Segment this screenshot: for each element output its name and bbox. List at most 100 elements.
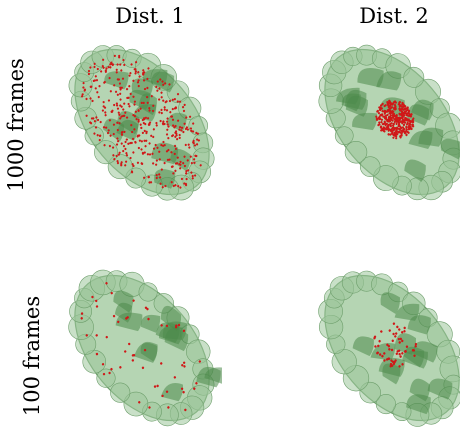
sample-point xyxy=(390,348,394,352)
sample-point xyxy=(108,76,111,80)
sample-point xyxy=(195,382,198,385)
sample-point xyxy=(125,88,129,91)
sample-point xyxy=(170,151,173,154)
sample-point xyxy=(80,317,83,320)
sample-point xyxy=(96,91,99,94)
sample-point xyxy=(185,177,188,181)
sample-point xyxy=(184,408,187,412)
sample-point xyxy=(391,132,394,135)
sample-point xyxy=(389,102,393,105)
sample-point xyxy=(399,131,402,134)
sample-point xyxy=(105,335,108,339)
sample-point xyxy=(393,103,397,107)
ribbon-strand xyxy=(440,138,460,160)
protein-surface-image xyxy=(318,270,460,427)
surface-lobe xyxy=(138,282,158,302)
sample-point xyxy=(128,105,131,108)
sample-point xyxy=(129,156,132,160)
sample-point xyxy=(400,105,403,108)
sample-point xyxy=(140,126,143,130)
sample-point xyxy=(394,335,397,338)
sample-point xyxy=(143,129,146,133)
sample-point xyxy=(133,115,137,118)
sample-point xyxy=(167,125,170,128)
sample-point xyxy=(118,122,121,125)
sample-point xyxy=(155,121,158,125)
sample-point xyxy=(412,117,415,120)
sample-point xyxy=(183,155,186,158)
sample-point xyxy=(122,58,125,62)
sample-point xyxy=(398,365,401,368)
sample-point xyxy=(378,353,382,356)
sample-point xyxy=(387,344,391,348)
sample-point xyxy=(139,107,142,110)
sample-point xyxy=(122,145,126,148)
sample-point xyxy=(380,107,383,110)
sample-point xyxy=(394,132,397,135)
sample-point xyxy=(381,110,384,113)
sample-point xyxy=(191,177,194,180)
sample-point xyxy=(104,111,107,114)
sample-point xyxy=(395,117,398,120)
sample-point xyxy=(127,142,130,145)
sample-point xyxy=(80,312,84,315)
sample-point xyxy=(146,77,149,81)
sample-point xyxy=(401,363,404,366)
sample-point xyxy=(183,365,186,368)
sample-point xyxy=(193,144,197,147)
sample-point xyxy=(87,69,91,73)
sample-point xyxy=(400,129,403,132)
sample-point xyxy=(93,65,96,69)
sample-point xyxy=(175,134,178,137)
sample-point xyxy=(167,406,170,409)
sample-point xyxy=(111,63,114,67)
ribbon-strand xyxy=(427,378,453,400)
sample-point xyxy=(134,110,137,113)
sample-point xyxy=(89,97,92,100)
sample-point xyxy=(178,136,181,139)
sample-point xyxy=(190,161,193,165)
sample-point xyxy=(376,110,379,113)
sample-point xyxy=(166,117,169,120)
sample-point xyxy=(380,330,383,333)
sample-point xyxy=(401,107,404,110)
sample-point xyxy=(398,352,401,356)
sample-point xyxy=(115,102,118,105)
sample-point xyxy=(185,170,188,173)
sample-point xyxy=(138,134,141,137)
sample-point xyxy=(173,376,177,379)
sample-point xyxy=(383,121,386,124)
sample-point xyxy=(152,135,155,139)
sample-point xyxy=(400,331,404,334)
sample-point xyxy=(142,79,146,82)
sample-point xyxy=(94,126,98,129)
sample-point xyxy=(120,142,123,145)
sample-point xyxy=(150,95,153,98)
sample-point xyxy=(111,109,114,112)
sample-point xyxy=(148,153,152,156)
sample-point xyxy=(402,113,405,116)
sample-point xyxy=(144,306,148,309)
sample-point xyxy=(194,154,197,157)
sample-point xyxy=(124,111,127,114)
sample-point xyxy=(394,359,397,362)
sample-point xyxy=(103,106,107,109)
sample-point xyxy=(105,67,108,70)
sample-point xyxy=(388,329,391,332)
sample-point xyxy=(146,101,149,104)
sample-point xyxy=(190,129,193,132)
sample-point xyxy=(164,184,167,188)
sample-point xyxy=(116,121,119,124)
sample-point xyxy=(103,80,106,84)
sample-point xyxy=(141,151,145,155)
ribbon-strand xyxy=(406,394,431,415)
sample-point xyxy=(100,70,103,73)
sample-point xyxy=(384,110,387,113)
sample-point xyxy=(398,109,402,112)
sample-point xyxy=(163,161,166,165)
sample-point xyxy=(90,117,94,120)
sample-point xyxy=(115,154,118,158)
sample-point xyxy=(125,116,129,119)
sample-point xyxy=(398,125,402,128)
sample-point xyxy=(93,79,97,82)
